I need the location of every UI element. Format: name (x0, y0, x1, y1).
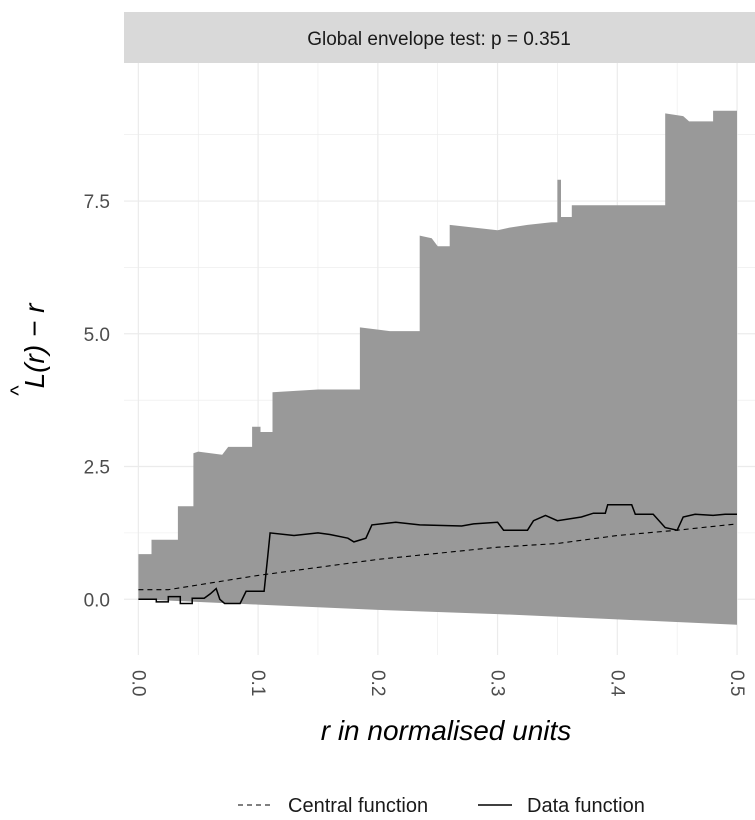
chart-title: Global envelope test: p = 0.351 (307, 29, 571, 50)
x-tick-label: 0.3 (487, 670, 508, 696)
x-tick-label: 0.5 (726, 670, 747, 696)
y-tick-label: 7.5 (84, 192, 110, 213)
y-axis-label-hat: ^ (6, 385, 31, 396)
legend: Central function Data function (238, 795, 645, 817)
data-function-line (138, 503, 737, 605)
legend-label-central: Central function (288, 795, 428, 817)
x-tick-label: 0.2 (367, 670, 388, 696)
y-tick-label: 0.0 (84, 590, 110, 611)
y-axis-label-text: L(r) − r (19, 302, 50, 388)
central-function-line (138, 523, 738, 591)
y-axis-label: L(r) − r ^ (6, 302, 50, 396)
strip-background (124, 12, 755, 63)
envelope-band (138, 110, 737, 625)
y-tick-label: 2.5 (84, 458, 110, 479)
x-tick-label: 0.4 (606, 670, 627, 697)
x-tick-label: 0.1 (247, 670, 268, 696)
legend-label-data: Data function (527, 795, 645, 817)
y-axis-ticks: 0.0 2.5 5.0 7.5 (84, 192, 110, 611)
x-tick-label: 0.0 (127, 670, 148, 696)
x-axis-ticks: 0.0 0.1 0.2 0.3 0.4 0.5 (127, 670, 747, 697)
y-tick-label: 5.0 (84, 325, 110, 346)
x-axis-label: r in normalised units (321, 715, 572, 746)
